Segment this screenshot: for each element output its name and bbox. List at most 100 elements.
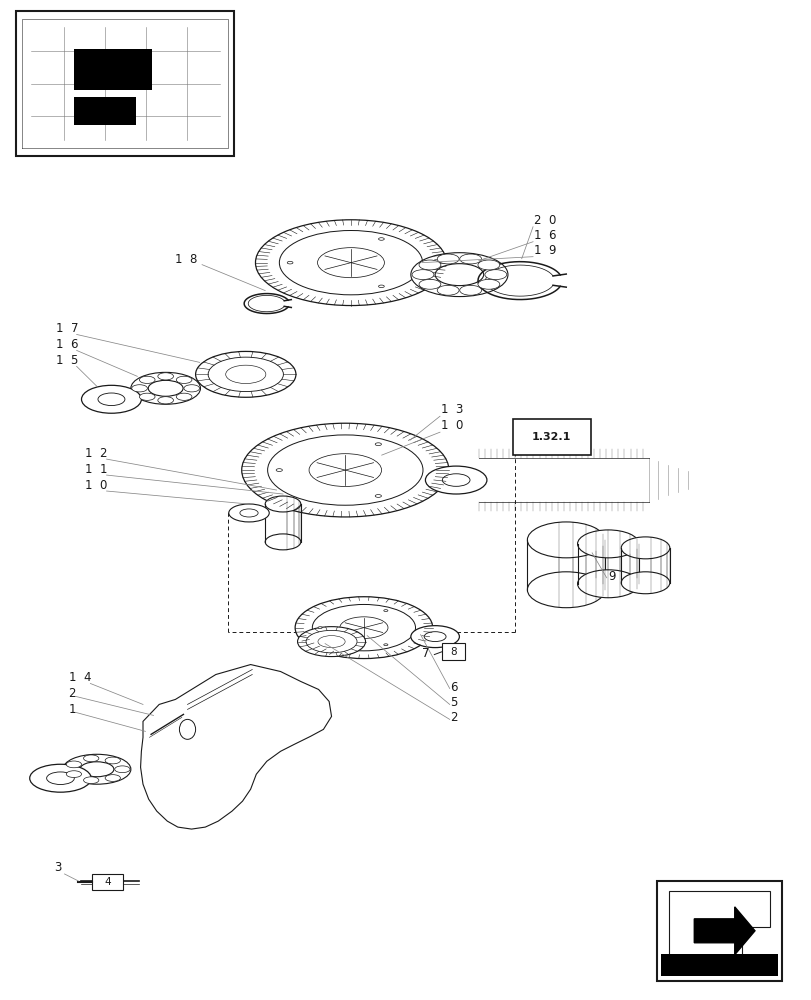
Ellipse shape (268, 435, 423, 505)
Ellipse shape (98, 393, 125, 406)
Ellipse shape (157, 373, 174, 380)
Ellipse shape (375, 443, 381, 446)
Ellipse shape (139, 393, 155, 400)
Ellipse shape (79, 762, 114, 777)
Bar (442, 643, 465, 660)
Ellipse shape (265, 534, 300, 550)
Ellipse shape (459, 254, 481, 264)
Text: 7: 7 (422, 647, 429, 660)
Ellipse shape (620, 537, 669, 559)
Text: 1  8: 1 8 (175, 253, 198, 266)
Ellipse shape (318, 627, 322, 629)
Ellipse shape (384, 610, 388, 612)
Ellipse shape (318, 636, 345, 648)
Ellipse shape (30, 764, 91, 792)
Ellipse shape (242, 423, 448, 517)
Ellipse shape (105, 757, 120, 764)
Ellipse shape (442, 474, 470, 486)
Text: 4: 4 (104, 877, 110, 887)
Ellipse shape (297, 627, 365, 657)
Text: 1  3: 1 3 (440, 403, 462, 416)
Ellipse shape (418, 260, 440, 270)
Bar (660, 954, 777, 976)
Text: 1  6: 1 6 (56, 338, 79, 351)
Polygon shape (140, 665, 331, 829)
Ellipse shape (84, 777, 99, 784)
Ellipse shape (229, 504, 269, 522)
Ellipse shape (139, 376, 155, 383)
Ellipse shape (478, 279, 500, 289)
Ellipse shape (526, 572, 604, 608)
Ellipse shape (410, 626, 459, 648)
Ellipse shape (378, 285, 384, 288)
Ellipse shape (131, 372, 200, 404)
Ellipse shape (225, 365, 265, 384)
Text: 1  7: 1 7 (56, 322, 79, 335)
Text: 1  9: 1 9 (533, 244, 556, 257)
Ellipse shape (195, 351, 295, 397)
Ellipse shape (436, 285, 458, 295)
Ellipse shape (577, 530, 638, 558)
Ellipse shape (484, 270, 506, 280)
Ellipse shape (255, 220, 446, 306)
Ellipse shape (526, 522, 604, 558)
Ellipse shape (309, 454, 381, 486)
FancyBboxPatch shape (513, 419, 590, 455)
Ellipse shape (176, 376, 191, 383)
Ellipse shape (84, 755, 99, 762)
Ellipse shape (265, 496, 300, 512)
Ellipse shape (184, 385, 200, 392)
Ellipse shape (148, 380, 182, 396)
Ellipse shape (105, 775, 120, 781)
Ellipse shape (176, 393, 191, 400)
Text: 1  6: 1 6 (533, 229, 556, 242)
Ellipse shape (317, 248, 384, 278)
Text: 6: 6 (450, 681, 457, 694)
Ellipse shape (378, 238, 384, 240)
Text: 2: 2 (450, 711, 457, 724)
Ellipse shape (81, 385, 141, 413)
Ellipse shape (375, 495, 381, 497)
Text: 1  4: 1 4 (68, 671, 91, 684)
Ellipse shape (62, 754, 131, 784)
Ellipse shape (425, 466, 487, 494)
Ellipse shape (418, 279, 440, 289)
Ellipse shape (340, 617, 388, 638)
Text: 2: 2 (68, 687, 76, 700)
Ellipse shape (208, 357, 283, 392)
Ellipse shape (279, 231, 422, 295)
Bar (92, 874, 122, 890)
Ellipse shape (67, 761, 81, 768)
Text: 1  0: 1 0 (440, 419, 462, 432)
Ellipse shape (620, 572, 669, 594)
Bar (16, 11, 234, 156)
Ellipse shape (157, 397, 174, 404)
Text: 2  0: 2 0 (533, 214, 556, 227)
Ellipse shape (239, 509, 258, 517)
Text: 3: 3 (54, 861, 62, 874)
Text: 8: 8 (450, 647, 457, 657)
Text: 1.32.1: 1.32.1 (531, 432, 571, 442)
Ellipse shape (312, 604, 415, 651)
Bar (74, 97, 136, 125)
Ellipse shape (459, 285, 481, 295)
Ellipse shape (423, 632, 445, 642)
Ellipse shape (276, 469, 282, 471)
Circle shape (179, 719, 195, 739)
Text: 1  5: 1 5 (56, 354, 79, 367)
Text: 1  2: 1 2 (84, 447, 107, 460)
Ellipse shape (410, 253, 508, 297)
Text: 9: 9 (607, 570, 615, 583)
Ellipse shape (306, 630, 357, 653)
Ellipse shape (478, 260, 500, 270)
Ellipse shape (46, 772, 75, 785)
Ellipse shape (67, 771, 81, 777)
Ellipse shape (384, 644, 388, 646)
Ellipse shape (294, 597, 432, 659)
Text: 1  1: 1 1 (84, 463, 107, 476)
Ellipse shape (114, 766, 130, 773)
Ellipse shape (411, 270, 433, 280)
Text: 1  0: 1 0 (84, 479, 107, 492)
Ellipse shape (577, 570, 638, 598)
Bar (656, 881, 781, 981)
